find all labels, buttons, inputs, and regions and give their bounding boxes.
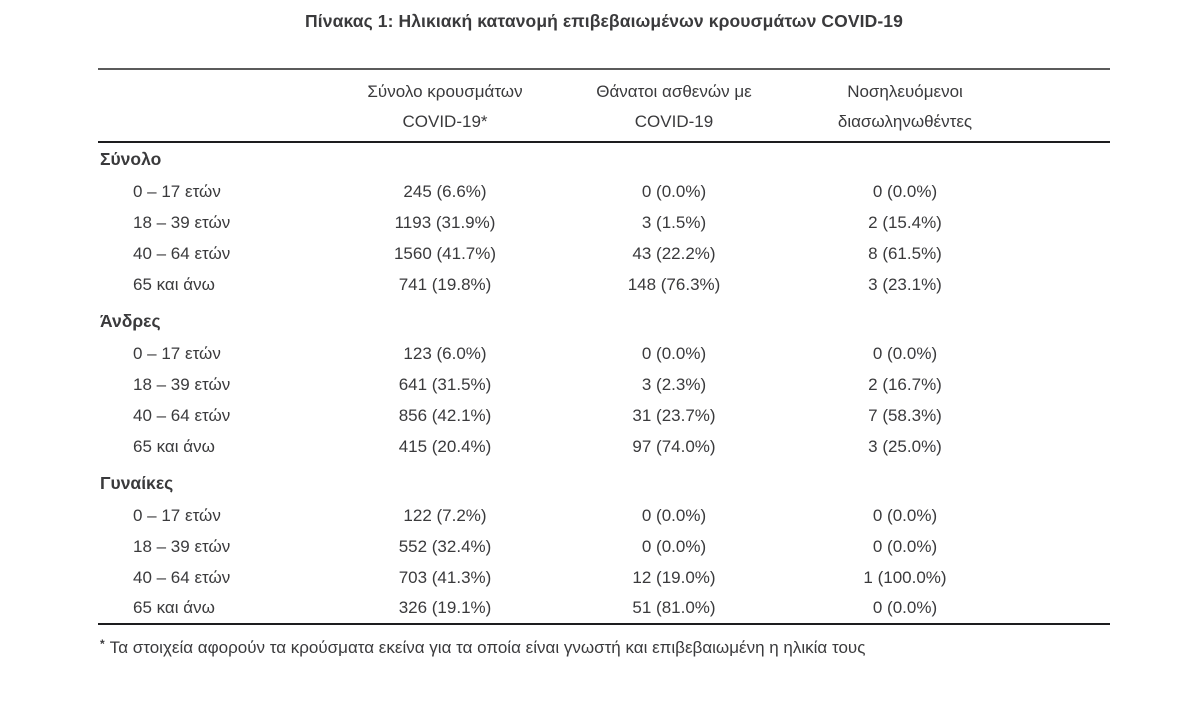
column-header-deaths-line1: Θάνατοι ασθενών με: [596, 81, 752, 101]
deaths-value: 51 (81.0%): [632, 598, 716, 617]
cases-value: 415 (20.4%): [398, 436, 492, 456]
intubated-value: 0 (0.0%): [872, 536, 938, 556]
column-header-intubated-line2: διασωληνωθέντες: [837, 111, 973, 131]
intubated-value: 0 (0.0%): [872, 181, 938, 201]
age-label: 40 – 64 ετών: [133, 567, 231, 587]
footnote-marker: *: [100, 637, 105, 651]
table-row: 40 – 64 ετών 703 (41.3%) 12 (19.0%) 1 (1…: [98, 562, 1110, 593]
deaths-value: 0 (0.0%): [641, 343, 707, 363]
age-label: 18 – 39 ετών: [133, 536, 231, 556]
cases-value: 641 (31.5%): [398, 374, 492, 394]
cases-value: 326 (19.1%): [398, 598, 492, 617]
deaths-value: 97 (74.0%): [632, 436, 716, 456]
column-header-deaths: Θάνατοι ασθενών με COVID-19: [560, 69, 788, 143]
header-spacer: [98, 69, 330, 143]
column-header-cases-line1: Σύνολο κρουσμάτων: [367, 81, 523, 101]
section-row-women: Γυναίκες: [98, 462, 1110, 500]
cases-value: 1193 (31.9%): [394, 212, 496, 232]
deaths-value: 3 (2.3%): [641, 374, 707, 394]
deaths-value: 0 (0.0%): [641, 505, 707, 525]
table-row: 18 – 39 ετών 641 (31.5%) 3 (2.3%) 2 (16.…: [98, 369, 1110, 400]
header-row: Σύνολο κρουσμάτων COVID-19* Θάνατοι ασθε…: [98, 69, 1110, 143]
section-label: Άνδρες: [100, 311, 161, 331]
intubated-value: 2 (16.7%): [868, 374, 942, 394]
footnote-text: Τα στοιχεία αφορούν τα κρούσματα εκείνα …: [109, 638, 866, 657]
intubated-value: 7 (58.3%): [868, 405, 942, 425]
table-row: 65 και άνω 415 (20.4%) 97 (74.0%) 3 (25.…: [98, 431, 1110, 462]
table-row: 18 – 39 ετών 552 (32.4%) 0 (0.0%) 0 (0.0…: [98, 531, 1110, 562]
deaths-value: 148 (76.3%): [627, 274, 721, 294]
age-label: 65 και άνω: [133, 436, 215, 456]
age-label: 18 – 39 ετών: [133, 212, 231, 232]
age-label: 0 – 17 ετών: [133, 505, 221, 525]
age-label: 0 – 17 ετών: [133, 343, 221, 363]
deaths-value: 43 (22.2%): [632, 243, 716, 263]
page-title: Πίνακας 1: Ηλικιακή κατανομή επιβεβαιωμέ…: [305, 11, 903, 31]
table-row: 65 και άνω 326 (19.1%) 51 (81.0%) 0 (0.0…: [98, 593, 1110, 624]
section-row-men: Άνδρες: [98, 300, 1110, 338]
column-header-cases: Σύνολο κρουσμάτων COVID-19*: [330, 69, 560, 143]
table-row: 0 – 17 ετών 122 (7.2%) 0 (0.0%) 0 (0.0%): [98, 500, 1110, 531]
deaths-value: 3 (1.5%): [641, 212, 707, 232]
age-label: 18 – 39 ετών: [133, 374, 231, 394]
intubated-value: 3 (25.0%): [868, 436, 942, 456]
intubated-value: 0 (0.0%): [872, 505, 938, 525]
table-row: 65 και άνω 741 (19.8%) 148 (76.3%) 3 (23…: [98, 269, 1110, 300]
deaths-value: 31 (23.7%): [632, 405, 716, 425]
covid-age-table-document: Σύνολο κρουσμάτων COVID-19* Θάνατοι ασθε…: [98, 68, 1110, 658]
age-label: 40 – 64 ετών: [133, 405, 231, 425]
section-label: Σύνολο: [100, 149, 162, 169]
cases-value: 856 (42.1%): [398, 405, 492, 425]
column-header-intubated-line1: Νοσηλευόμενοι: [847, 81, 963, 101]
deaths-value: 12 (19.0%): [632, 567, 716, 587]
age-label: 65 και άνω: [133, 598, 215, 617]
age-label: 40 – 64 ετών: [133, 243, 231, 263]
intubated-value: 1 (100.0%): [863, 567, 947, 587]
age-label: 0 – 17 ετών: [133, 181, 221, 201]
header-filler: [1022, 69, 1110, 143]
cases-value: 123 (6.0%): [403, 343, 487, 363]
cases-value: 552 (32.4%): [398, 536, 492, 556]
intubated-value: 0 (0.0%): [872, 598, 938, 617]
cases-value: 703 (41.3%): [398, 567, 492, 587]
section-row-total: Σύνολο: [98, 142, 1110, 176]
column-header-cases-line2: COVID-19*: [402, 111, 488, 131]
column-header-deaths-line2: COVID-19: [634, 111, 714, 131]
table-row: 40 – 64 ετών 1560 (41.7%) 43 (22.2%) 8 (…: [98, 238, 1110, 269]
intubated-value: 0 (0.0%): [872, 343, 938, 363]
intubated-value: 2 (15.4%): [868, 212, 942, 232]
section-label: Γυναίκες: [100, 473, 174, 493]
deaths-value: 0 (0.0%): [641, 536, 707, 556]
table-row: 0 – 17 ετών 245 (6.6%) 0 (0.0%) 0 (0.0%): [98, 176, 1110, 207]
age-label: 65 και άνω: [133, 274, 215, 294]
table-row: 0 – 17 ετών 123 (6.0%) 0 (0.0%) 0 (0.0%): [98, 338, 1110, 369]
column-header-intubated: Νοσηλευόμενοι διασωληνωθέντες: [788, 69, 1022, 143]
deaths-value: 0 (0.0%): [641, 181, 707, 201]
intubated-value: 3 (23.1%): [868, 274, 942, 294]
table-row: 40 – 64 ετών 856 (42.1%) 31 (23.7%) 7 (5…: [98, 400, 1110, 431]
cases-value: 122 (7.2%): [403, 505, 487, 525]
table-row: 18 – 39 ετών 1193 (31.9%) 3 (1.5%) 2 (15…: [98, 207, 1110, 238]
cases-value: 245 (6.6%): [403, 181, 487, 201]
cases-value: 741 (19.8%): [398, 274, 492, 294]
footnote: * Τα στοιχεία αφορούν τα κρούσματα εκείνα…: [98, 637, 1110, 658]
data-table: Σύνολο κρουσμάτων COVID-19* Θάνατοι ασθε…: [98, 68, 1110, 625]
intubated-value: 8 (61.5%): [868, 243, 942, 263]
cases-value: 1560 (41.7%): [393, 243, 497, 263]
